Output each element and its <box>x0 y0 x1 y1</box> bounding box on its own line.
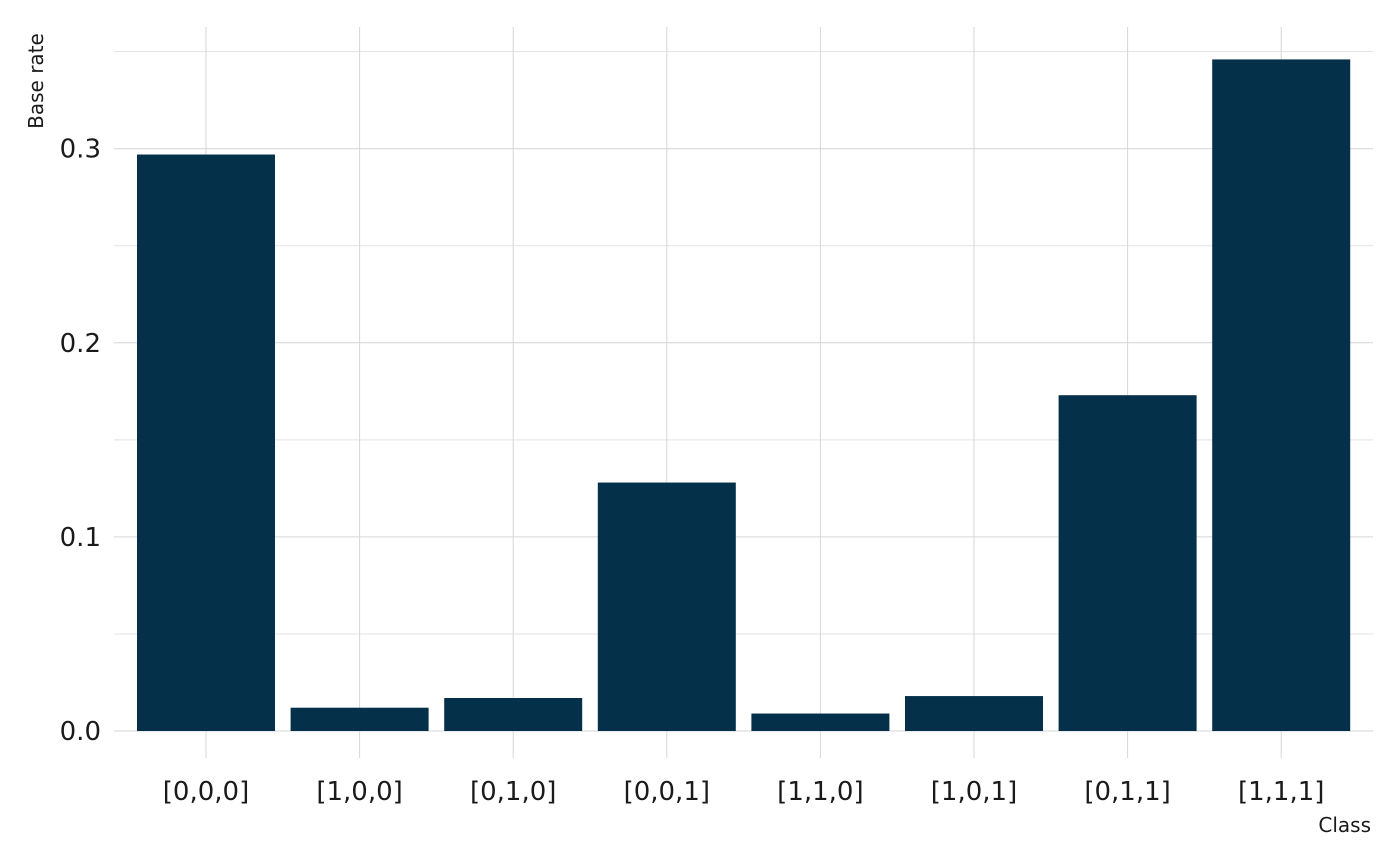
bar <box>1212 59 1351 731</box>
bar <box>1058 395 1197 731</box>
bars <box>137 59 1351 731</box>
bar <box>290 707 429 731</box>
y-axis-title: Base rate <box>24 33 48 129</box>
bar <box>137 154 275 731</box>
y-tick-label: 0.0 <box>60 717 101 747</box>
x-tick-label: [0,0,0] <box>163 777 249 807</box>
x-axis-title: Class <box>1318 813 1371 837</box>
bar <box>444 698 583 731</box>
grid <box>114 27 1373 758</box>
x-tick-label: [1,0,1] <box>931 777 1017 807</box>
x-tick-label: [1,1,0] <box>777 777 863 807</box>
y-tick-label: 0.1 <box>60 523 101 553</box>
y-tick-label: 0.2 <box>60 329 101 359</box>
x-tick-label: [0,1,1] <box>1084 777 1170 807</box>
x-tick-label: [1,0,0] <box>316 777 402 807</box>
x-tick-label: [0,0,1] <box>624 777 710 807</box>
y-axis-ticks: 0.0 0.1 0.2 0.3 <box>60 135 101 747</box>
bar <box>597 482 736 731</box>
y-tick-label: 0.3 <box>60 135 101 165</box>
x-tick-label: [0,1,0] <box>470 777 556 807</box>
bar <box>751 713 890 731</box>
x-tick-label: [1,1,1] <box>1238 777 1324 807</box>
x-axis-ticks: [0,0,0] [1,0,0] [0,1,0] [0,0,1] [1,1,0] [1,0,… <box>163 777 1325 807</box>
bar <box>905 696 1043 731</box>
